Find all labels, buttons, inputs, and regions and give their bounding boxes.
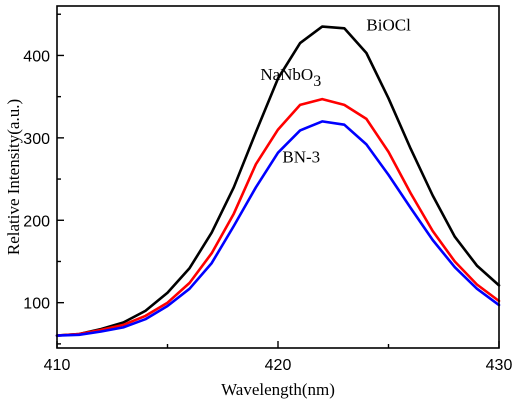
y-axis-title: Relative Intensity(a.u.) <box>4 99 23 255</box>
ticks: 410 420 430 100 200 300 400 <box>23 13 513 374</box>
series-label-subscript: 3 <box>313 73 321 90</box>
series-line-bn-3 <box>55 120 501 337</box>
x-axis-title: Wavelength(nm) <box>221 380 335 399</box>
series-label-nanbo3: NaNbO3 <box>260 65 321 90</box>
plot-frame <box>56 5 500 349</box>
x-tick-label: 410 <box>44 357 71 374</box>
plot-series <box>55 25 501 337</box>
x-tick-label: 430 <box>486 357 513 374</box>
axis-frame <box>56 5 500 349</box>
y-tick-label: 300 <box>23 131 50 148</box>
x-tick-label: 420 <box>265 357 292 374</box>
series-line-biocl <box>55 25 501 337</box>
y-tick-label: 200 <box>23 213 50 230</box>
y-tick-label: 400 <box>23 48 50 65</box>
series-label-biocl: BiOCl <box>366 16 411 35</box>
y-tick-label: 100 <box>23 296 50 313</box>
series-line-nanbo3 <box>55 97 501 337</box>
series-labels: BiOCl NaNbO3 BN-3 <box>260 16 411 167</box>
series-label-bn-3: BN-3 <box>282 148 320 167</box>
